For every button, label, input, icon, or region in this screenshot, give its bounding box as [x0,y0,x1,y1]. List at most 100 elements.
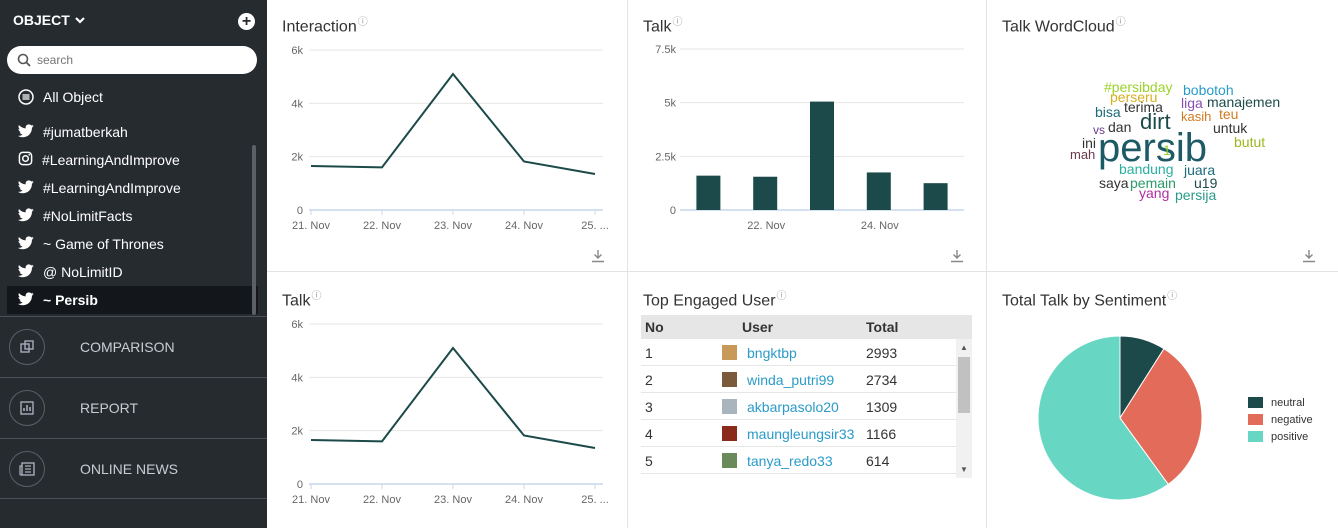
user-link[interactable]: tanya_redo33 [747,453,833,469]
legend-item[interactable]: neutral [1248,394,1313,411]
info-icon[interactable]: ⓘ [776,291,787,302]
object-item-active[interactable]: ~ Persib [7,286,258,314]
wordcloud: #persibday bobotoh perseru terima liga m… [987,0,1338,271]
y-tick-label: 0 [297,479,303,491]
word: mah [1070,147,1096,162]
word: saya [1099,175,1129,191]
nav-report[interactable]: REPORT [0,377,267,438]
object-item[interactable]: @ NoLimitID [0,258,267,286]
user-link[interactable]: bngktbp [747,345,797,361]
word: bobotoh [1183,82,1234,98]
object-item-label: @ NoLimitID [43,264,123,280]
legend-item[interactable]: positive [1248,428,1313,445]
word: bisa [1095,104,1121,120]
y-tick-label: 2.5k [655,151,676,163]
word: liga [1181,95,1203,111]
x-tick-label: 24. Nov [505,220,543,232]
y-tick-label: 0 [297,205,303,217]
chevron-down-icon [75,17,85,24]
row-number: 1 [645,345,653,361]
download-icon[interactable] [950,249,964,263]
word: persib [1098,126,1207,170]
avatar [722,399,737,414]
table-header: No User Total [641,315,972,339]
scroll-down-icon[interactable]: ▼ [960,465,968,474]
table-row[interactable]: 3 akbarpasolo20 1309 [641,393,956,420]
table-row[interactable]: 2 winda_putri99 2734 [641,366,956,393]
object-item[interactable]: #LearningAndImprove [0,174,267,202]
word: #persibday [1104,79,1173,95]
object-list-scrollbar[interactable] [252,145,256,315]
download-icon[interactable] [1302,249,1316,263]
object-item[interactable]: ~ Game of Thrones [0,230,267,258]
y-tick-label: 0 [670,205,676,217]
avatar [722,372,737,387]
search-input[interactable] [37,53,237,67]
search-box[interactable] [7,46,257,74]
legend-swatch [1248,397,1263,408]
sidebar: OBJECT + All Object #jumatberkah #Learni… [0,0,267,528]
table-row[interactable]: 5 tanya_redo33 614 [641,447,956,474]
bar [753,176,778,210]
row-total: 1309 [866,399,898,415]
panel-title: Top Engaged Userⓘ [643,291,787,310]
word: yang [1139,185,1170,201]
y-tick-label: 4k [291,372,303,384]
scrollbar-thumb[interactable] [958,357,970,413]
y-tick-label: 2k [291,152,303,164]
panel-title: Talkⓘ [282,291,322,310]
word: untuk [1213,120,1248,136]
word: bandung [1119,161,1174,177]
wordcloud-panel: Talk WordCloudⓘ #persibday bobotoh perse… [987,0,1338,271]
table-row[interactable]: 1 bngktbp 2993 [641,339,956,366]
user-link[interactable]: akbarpasolo20 [747,399,839,415]
all-object-item[interactable]: All Object [18,89,103,105]
nav-online-news[interactable]: ONLINE NEWS [0,438,267,499]
info-icon[interactable]: ⓘ [311,291,322,302]
word: perseru [1110,89,1158,105]
users-table-container: No User Total 1 bngktbp 2993 2 winda_putri99… [641,315,972,478]
x-tick-label: 24. Nov [505,494,543,506]
x-tick-label: 25. ... [581,494,609,506]
y-tick-label: 6k [291,319,303,331]
word: dan [1108,119,1132,135]
nav-comparison[interactable]: COMPARISON [0,316,267,377]
add-object-button[interactable]: + [238,13,255,30]
user-link[interactable]: winda_putri99 [747,372,835,388]
word: kasih [1181,109,1212,124]
pie-legend: neutral negative positive [1248,394,1313,445]
scroll-up-icon[interactable]: ▲ [960,343,968,352]
word: manajemen [1207,94,1281,110]
object-item[interactable]: #LearningAndImprove [0,146,267,174]
row-total: 2993 [866,345,898,361]
object-header-label: OBJECT [13,12,70,28]
user-link[interactable]: maungleungsir33 [747,426,855,442]
object-item-label: #jumatberkah [43,124,128,140]
talk-line-chart: 0 2k 4k 6k 21. Nov 22. Nov 23. Nov 24. Nov 25. .… [291,319,609,506]
top-users-panel: Top Engaged Userⓘ No User Total 1 bngktbp… [628,272,986,528]
info-icon[interactable]: ⓘ [1115,17,1126,28]
x-tick-label: 22. Nov [363,220,401,232]
info-icon[interactable]: ⓘ [1167,291,1178,302]
info-icon[interactable]: ⓘ [672,17,683,28]
twitter-icon [17,235,34,253]
legend-swatch [1248,414,1263,425]
legend-item[interactable]: negative [1248,411,1313,428]
sentiment-panel: Total Talk by Sentimentⓘ [987,272,1338,528]
table-row[interactable]: 4 maungleungsir33 1166 [641,420,956,447]
bar [866,172,891,210]
y-tick-label: 6k [291,45,303,57]
object-item[interactable]: #jumatberkah [0,118,267,146]
download-icon[interactable] [591,249,605,263]
avatar [722,453,737,468]
bar [923,183,948,210]
table-scrollbar[interactable]: ▲ ▼ [956,339,972,478]
x-tick-label: 21. Nov [292,494,330,506]
object-item[interactable]: #NoLimitFacts [0,202,267,230]
panel-divider [986,0,987,528]
legend-label: positive [1271,430,1309,443]
info-icon[interactable]: ⓘ [357,17,368,28]
object-dropdown[interactable]: OBJECT [13,12,86,28]
panel-divider [267,271,1338,272]
word: vs [1093,123,1105,137]
